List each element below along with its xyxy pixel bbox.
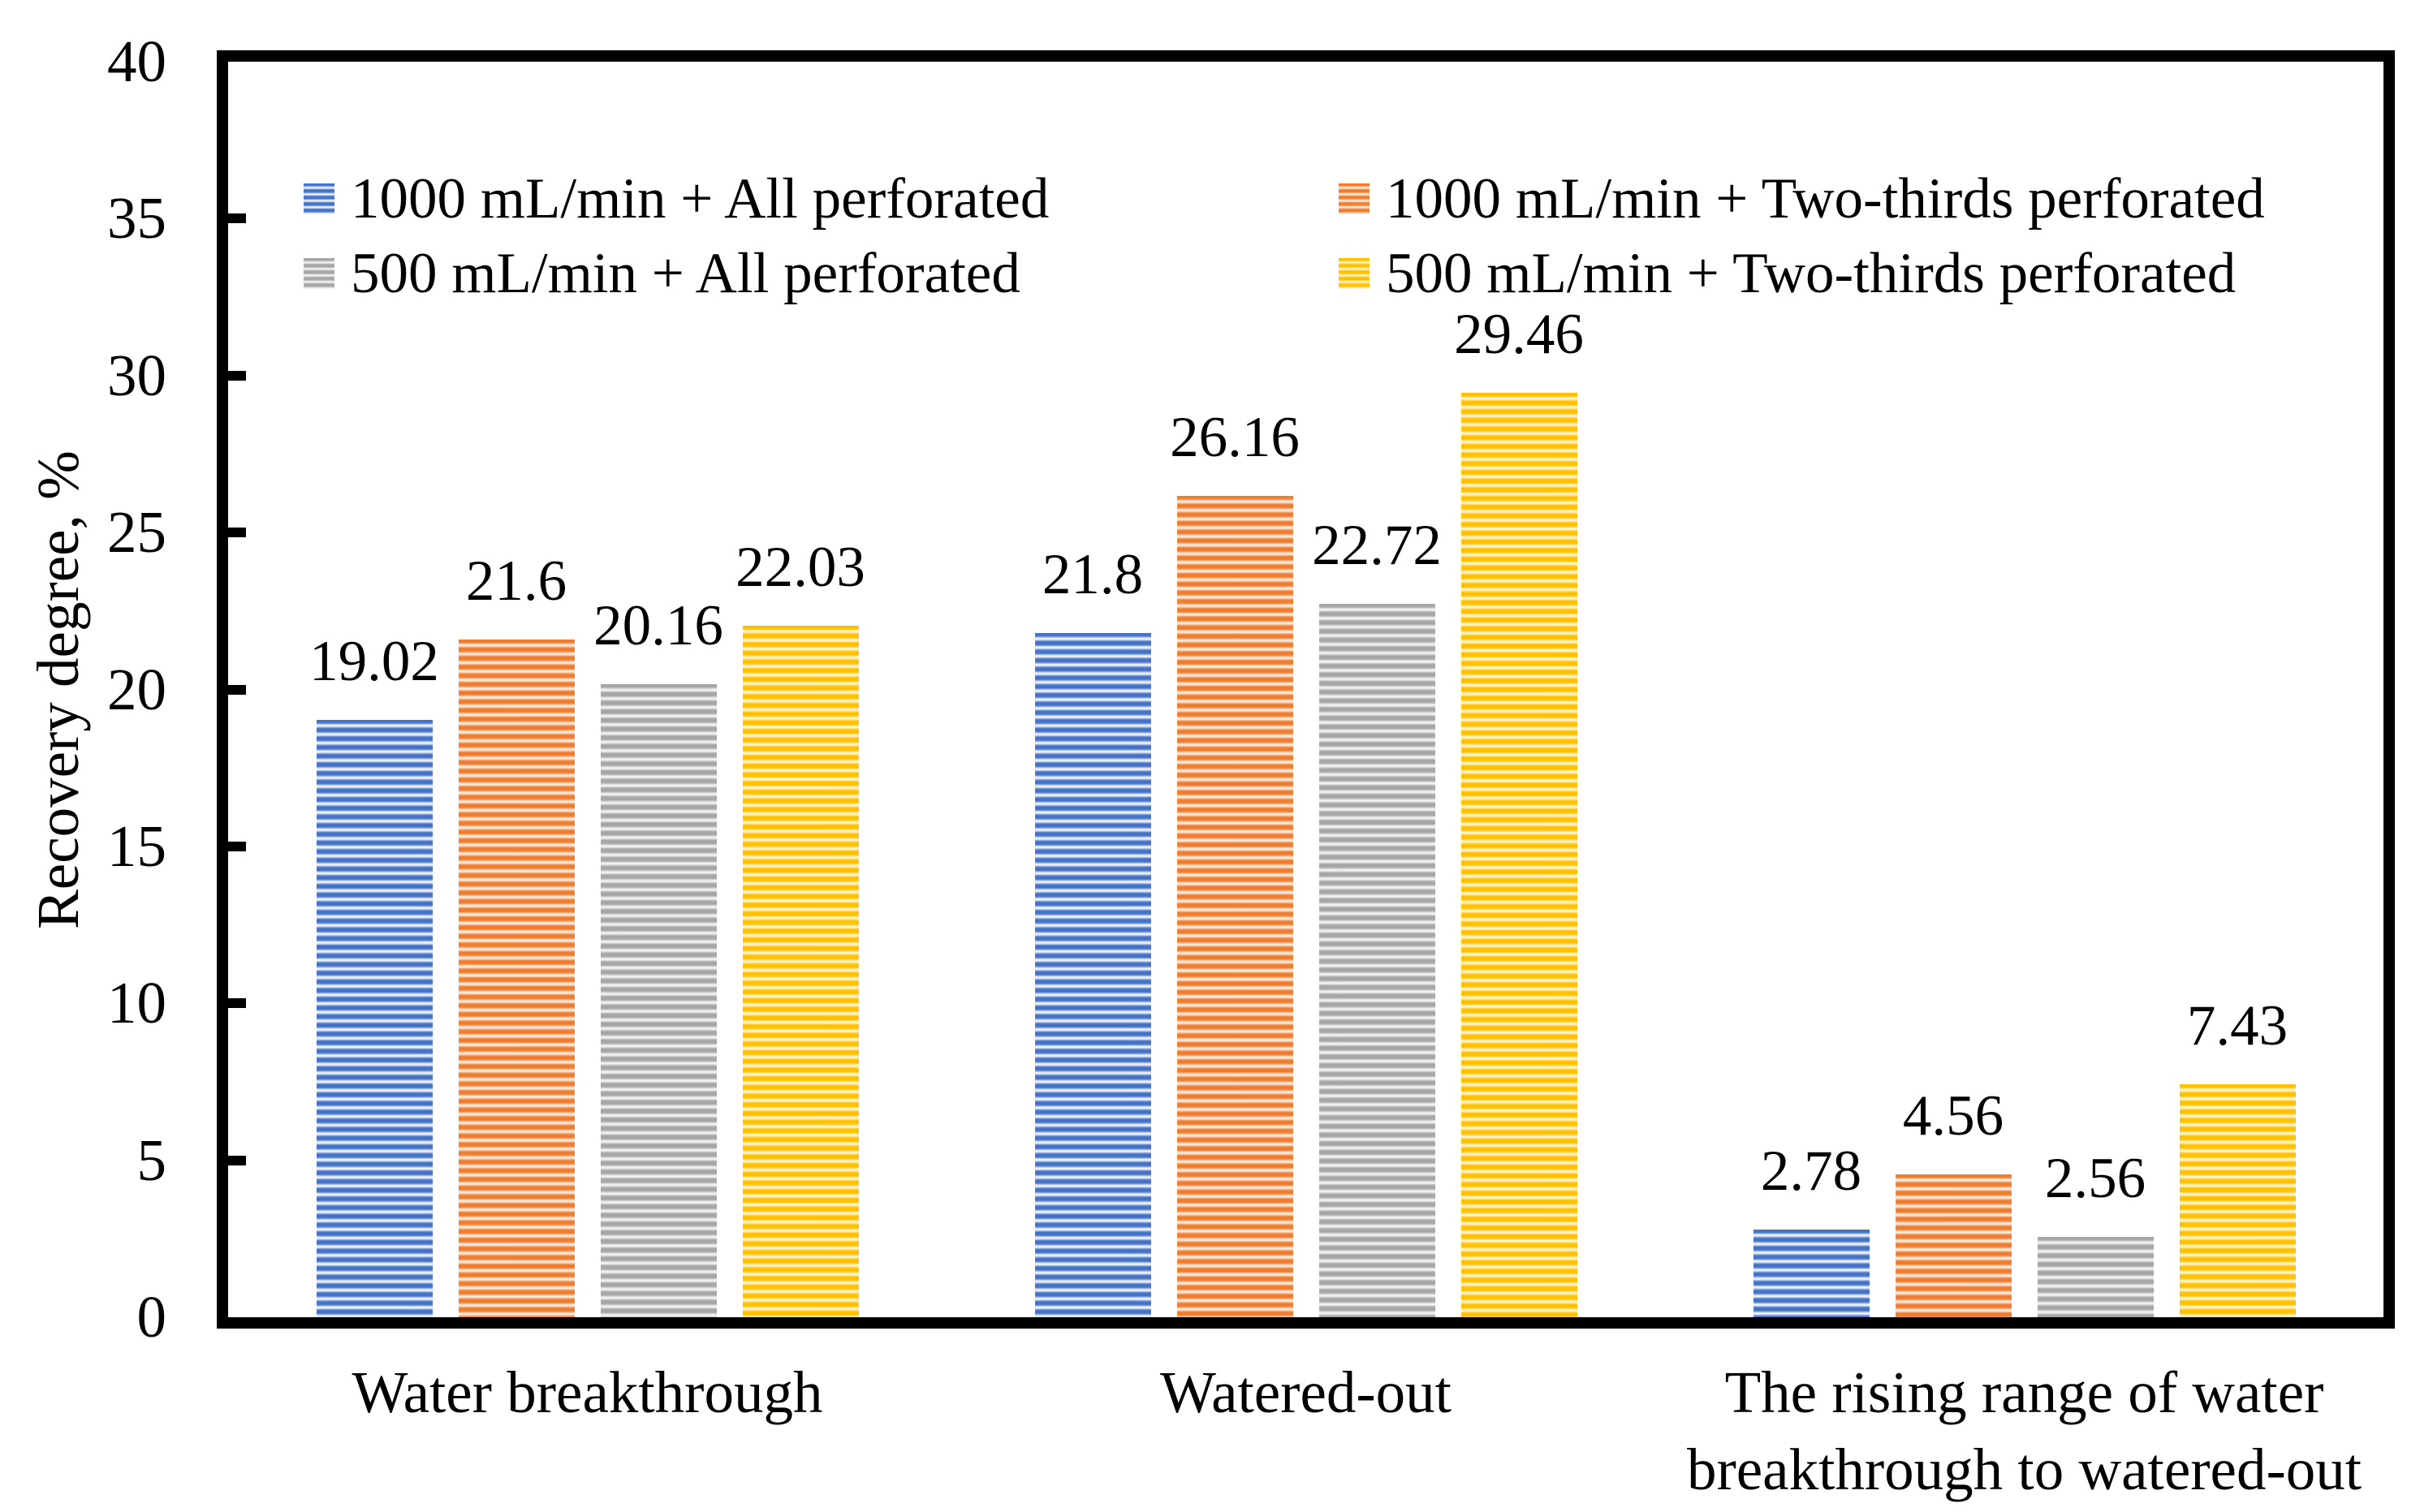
y-axis-tick-label: 0 xyxy=(136,1284,167,1350)
y-axis-tick-label: 25 xyxy=(107,499,166,566)
y-axis-tick xyxy=(228,370,246,381)
legend-label: 1000 mL/min + Two-thirds perforated xyxy=(1386,167,2265,230)
bar-series4-group2 xyxy=(1460,392,1577,1317)
legend-item-500-all: 500 mL/min + All perforated xyxy=(304,243,1020,304)
y-axis-tick-label: 35 xyxy=(107,185,166,252)
y-axis-tick xyxy=(228,684,246,695)
bar-series2-group2 xyxy=(1176,496,1293,1317)
y-axis-tick xyxy=(228,528,246,538)
y-axis-tick-label: 10 xyxy=(107,970,166,1036)
bar-series3-group3 xyxy=(2037,1237,2154,1317)
legend-swatch-gray-icon xyxy=(304,258,334,289)
y-axis-tick-label: 15 xyxy=(107,812,166,879)
legend-swatch-orange-icon xyxy=(1339,183,1370,214)
bar-value-label: 22.03 xyxy=(735,536,865,599)
y-axis-tick xyxy=(228,841,246,851)
bar-series3-group1 xyxy=(600,684,717,1317)
y-axis-tick-label: 30 xyxy=(107,342,166,408)
bar-value-label: 29.46 xyxy=(1454,302,1584,366)
x-axis-category-label: Watered-out xyxy=(1160,1359,1452,1425)
bar-series4-group3 xyxy=(2179,1083,2296,1317)
bar-series1-group2 xyxy=(1034,632,1151,1317)
bar-value-label: 2.56 xyxy=(2044,1147,2146,1210)
bar-series3-group2 xyxy=(1318,604,1435,1317)
bar-series2-group1 xyxy=(458,639,575,1317)
bar-value-label: 26.16 xyxy=(1170,406,1300,470)
bar-value-label: 21.6 xyxy=(465,549,567,613)
plot-area: 19.02 21.6 20.16 22.03 21.8 26.16 22.72 29.46 2.… xyxy=(217,50,2395,1329)
bar-value-label: 21.8 xyxy=(1042,542,1144,606)
legend-item-1000-all: 1000 mL/min + All perforated xyxy=(304,168,1049,230)
legend-item-1000-two-thirds: 1000 mL/min + Two-thirds perforated xyxy=(1339,168,2265,230)
plot-inner: 19.02 21.6 20.16 22.03 21.8 26.16 22.72 29.46 2.… xyxy=(228,62,2383,1317)
x-axis-category-label: Water breakthrough xyxy=(352,1359,823,1425)
bar-value-label: 7.43 xyxy=(2186,993,2288,1058)
bar-series1-group3 xyxy=(1753,1230,1870,1317)
bar-value-label: 22.72 xyxy=(1312,514,1442,578)
y-axis-tick-label: 5 xyxy=(136,1126,167,1193)
legend-swatch-yellow-icon xyxy=(1339,258,1370,289)
bar-series1-group1 xyxy=(316,720,433,1317)
bar-value-label: 4.56 xyxy=(1902,1083,2004,1148)
x-axis-category-label: The rising range of water breakthrough t… xyxy=(1686,1359,2362,1502)
y-axis-tick-label: 40 xyxy=(107,28,166,94)
bar-value-label: 19.02 xyxy=(309,630,439,694)
legend-label: 1000 mL/min + All perforated xyxy=(351,167,1050,230)
legend-label: 500 mL/min + All perforated xyxy=(351,242,1020,305)
y-axis-tick xyxy=(228,1155,246,1165)
legend-item-500-two-thirds: 500 mL/min + Two-thirds perforated xyxy=(1339,243,2236,304)
y-axis-tick xyxy=(228,998,246,1009)
bar-series2-group3 xyxy=(1895,1174,2012,1317)
bar-series4-group1 xyxy=(742,626,859,1317)
y-axis-tick xyxy=(228,213,246,224)
bar-value-label: 20.16 xyxy=(593,594,723,658)
y-axis-tick-label: 20 xyxy=(107,656,166,722)
bar-value-label: 2.78 xyxy=(1760,1139,1862,1204)
legend-label: 500 mL/min + Two-thirds perforated xyxy=(1386,242,2237,305)
legend-swatch-blue-icon xyxy=(304,183,334,214)
